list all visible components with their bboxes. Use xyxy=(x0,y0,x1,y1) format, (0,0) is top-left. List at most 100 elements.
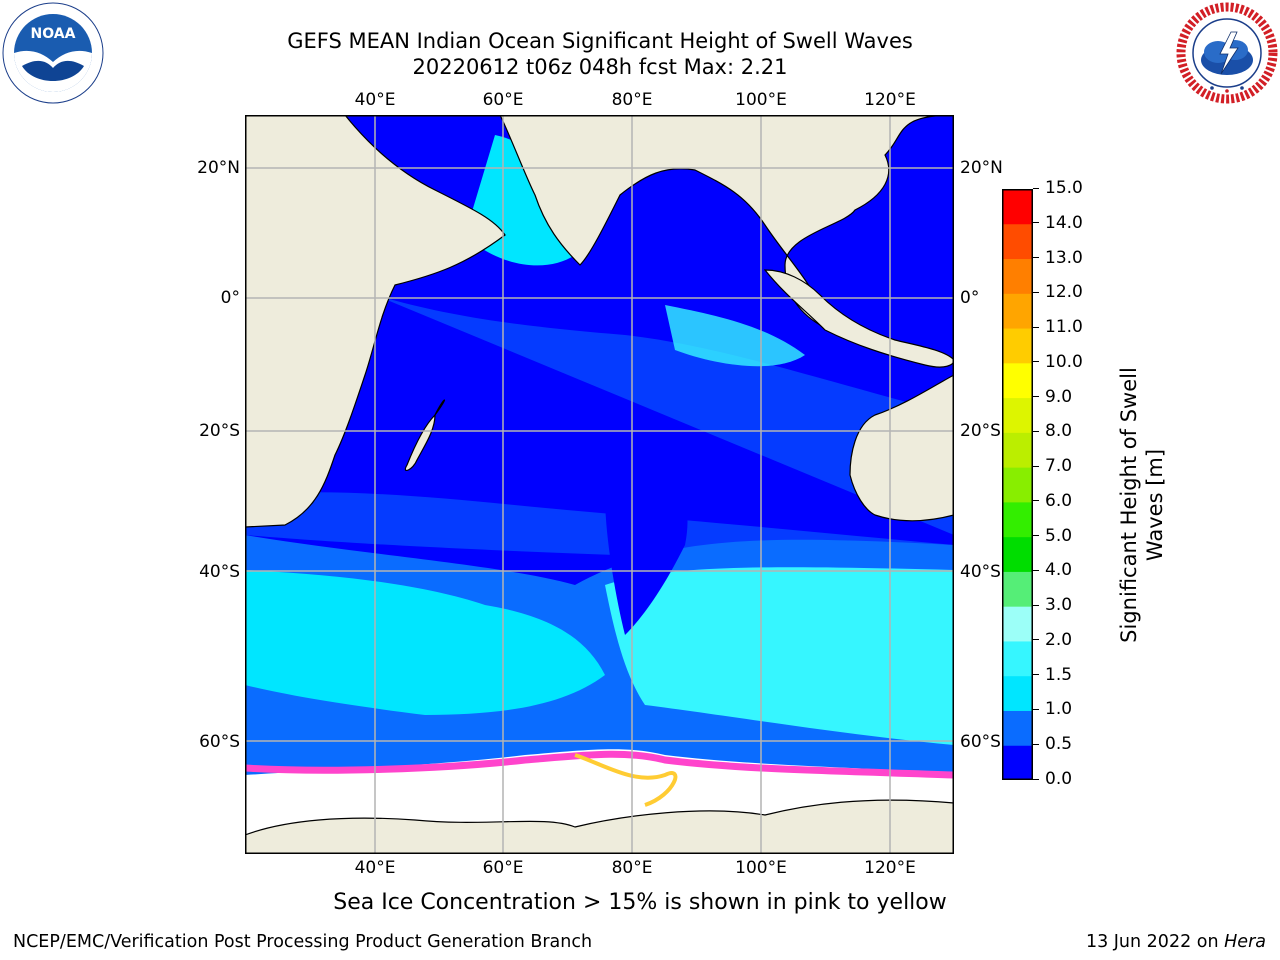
colorbar-tick: 4.0 xyxy=(1033,560,1072,580)
colorbar-tick: 5.0 xyxy=(1033,525,1073,546)
lat-tick-right: 60°S xyxy=(960,732,1001,752)
colorbar-tick: 1.5 xyxy=(1033,664,1073,685)
colorbar-tick-mark xyxy=(1033,639,1039,641)
nws-logo-icon xyxy=(1176,2,1278,104)
lon-tick-bottom: 80°E xyxy=(611,858,653,878)
colorbar-tick-label: 8.0 xyxy=(1045,421,1073,442)
colorbar-segment xyxy=(1002,745,1033,780)
colorbar-tick: 13.0 xyxy=(1033,247,1083,268)
colorbar-tick-label: 10.0 xyxy=(1045,351,1083,372)
colorbar-tick-label: 11.0 xyxy=(1045,317,1083,338)
lat-tick-left: 40°S xyxy=(199,562,240,582)
lat-tick-left: 20°S xyxy=(199,421,240,441)
india-asia-land xyxy=(499,115,954,332)
colorbar-tick-label: 1.5 xyxy=(1045,664,1073,685)
colorbar-tick-mark xyxy=(1033,465,1039,467)
colorbar-tick-mark xyxy=(1033,326,1039,328)
colorbar-tick-mark xyxy=(1033,674,1039,676)
lon-tick-bottom: 40°E xyxy=(354,858,396,878)
colorbar-label-line1: Significant Height of Swell xyxy=(1117,367,1141,643)
colorbar-tick-label: 6.0 xyxy=(1045,490,1073,511)
colorbar-segment xyxy=(1002,640,1033,677)
noaa-logo-icon: NOAA xyxy=(2,2,104,104)
lon-tick-top: 100°E xyxy=(735,90,787,110)
colorbar-tick-label: 0.0 xyxy=(1045,769,1073,789)
colorbar-tick: 8.0 xyxy=(1033,421,1073,442)
colorbar-segment xyxy=(1002,258,1033,294)
colorbar-label-line2: Waves [m] xyxy=(1143,448,1167,562)
colorbar-segment xyxy=(1002,571,1033,607)
colorbar-tick: 1.0 xyxy=(1033,699,1072,719)
colorbar-segment xyxy=(1002,293,1033,329)
sea-ice-yellow xyxy=(574,753,678,807)
lat-tick-right: 20°N xyxy=(960,158,1003,178)
swell-zone-05 xyxy=(245,295,954,565)
swell-zone-cyan-southwest xyxy=(245,570,605,715)
lon-tick-top: 80°E xyxy=(611,90,653,110)
colorbar-tick: 0.0 xyxy=(1033,769,1073,789)
swell-zone-deep-central xyxy=(605,445,688,635)
colorbar-tick-mark xyxy=(1033,361,1039,363)
colorbar-tick: 0.5 xyxy=(1033,734,1073,755)
colorbar-tick-mark xyxy=(1033,430,1039,432)
sea-ice-caption: Sea Ice Concentration > 15% is shown in … xyxy=(333,890,947,915)
map-plot xyxy=(245,115,954,854)
colorbar-tick-mark xyxy=(1033,535,1039,537)
colorbar-tick: 11.0 xyxy=(1033,317,1083,338)
lon-tick-top: 120°E xyxy=(864,90,916,110)
colorbar-segment xyxy=(1002,432,1033,468)
swell-zone-cyan-southeast xyxy=(605,567,954,745)
colorbar-tick-label: 9.0 xyxy=(1045,386,1073,407)
colorbar-tick: 3.0 xyxy=(1033,595,1073,616)
colorbar-ticks: 0.0 0.5 1.0 1.5 2.0 3.0 4.0 5.0 6.0 7.0 8.0 9.0 10.0… xyxy=(1033,178,1100,789)
colorbar-tick-mark xyxy=(1033,708,1039,710)
colorbar-tick-mark xyxy=(1033,778,1039,780)
lat-tick-right: 20°S xyxy=(960,421,1001,441)
colorbar-tick-mark xyxy=(1033,291,1039,293)
map-title: GEFS MEAN Indian Ocean Significant Heigh… xyxy=(287,29,913,53)
colorbar-tick-mark xyxy=(1033,257,1039,259)
madagascar-land xyxy=(404,399,445,472)
lon-tick-bottom: 60°E xyxy=(482,858,524,878)
antarctica-land xyxy=(245,799,954,854)
map-gridlines xyxy=(245,115,954,854)
swell-zone-cyan-equatorial xyxy=(665,305,805,367)
colorbar-tick-label: 3.0 xyxy=(1045,595,1073,616)
colorbar-tick-mark xyxy=(1033,187,1039,189)
lat-tick-right: 40°S xyxy=(960,562,1001,582)
colorbar-tick-mark xyxy=(1033,569,1039,571)
colorbar-tick-label: 5.0 xyxy=(1045,525,1073,546)
colorbar-segment xyxy=(1002,362,1033,399)
colorbar-segment xyxy=(1002,467,1033,503)
colorbar-segment xyxy=(1002,397,1033,433)
colorbar-segment xyxy=(1002,710,1033,746)
footer-date-text: 13 Jun 2022 on xyxy=(1085,932,1225,952)
colorbar-tick: 6.0 xyxy=(1033,490,1073,511)
colorbar-segment xyxy=(1002,328,1033,364)
colorbar-tick-label: 0.5 xyxy=(1045,734,1073,755)
lon-tick-top: 40°E xyxy=(354,90,396,110)
footer-credit: NCEP/EMC/Verification Post Processing Pr… xyxy=(13,932,593,952)
colorbar-tick-label: 12.0 xyxy=(1045,282,1083,303)
lat-tick-right: 0° xyxy=(960,288,980,308)
noaa-logo-text: NOAA xyxy=(31,26,76,42)
colorbar-tick: 2.0 xyxy=(1033,630,1072,650)
colorbar-segment xyxy=(1002,675,1033,711)
colorbar-tick-label: 13.0 xyxy=(1045,247,1083,268)
colorbar-tick: 10.0 xyxy=(1033,351,1083,372)
colorbar-tick-mark xyxy=(1033,743,1039,745)
lat-tick-left: 60°S xyxy=(199,732,240,752)
colorbar-segment xyxy=(1002,223,1033,260)
sea-ice-edge xyxy=(245,750,954,779)
colorbar-tick: 7.0 xyxy=(1033,456,1073,477)
colorbar-tick-mark xyxy=(1033,500,1039,502)
colorbar-segment xyxy=(1002,501,1033,538)
footer-date: 13 Jun 2022 on Hera xyxy=(1086,932,1266,952)
colorbar-segment xyxy=(1002,536,1033,572)
colorbar-tick-label: 7.0 xyxy=(1045,456,1073,477)
colorbar-tick-mark xyxy=(1033,604,1039,606)
lon-tick-top: 60°E xyxy=(482,90,524,110)
colorbar-segment xyxy=(1002,189,1033,225)
lon-tick-bottom: 100°E xyxy=(735,858,787,878)
colorbar-label: Significant Height of Swell Waves [m] xyxy=(1116,305,1176,705)
